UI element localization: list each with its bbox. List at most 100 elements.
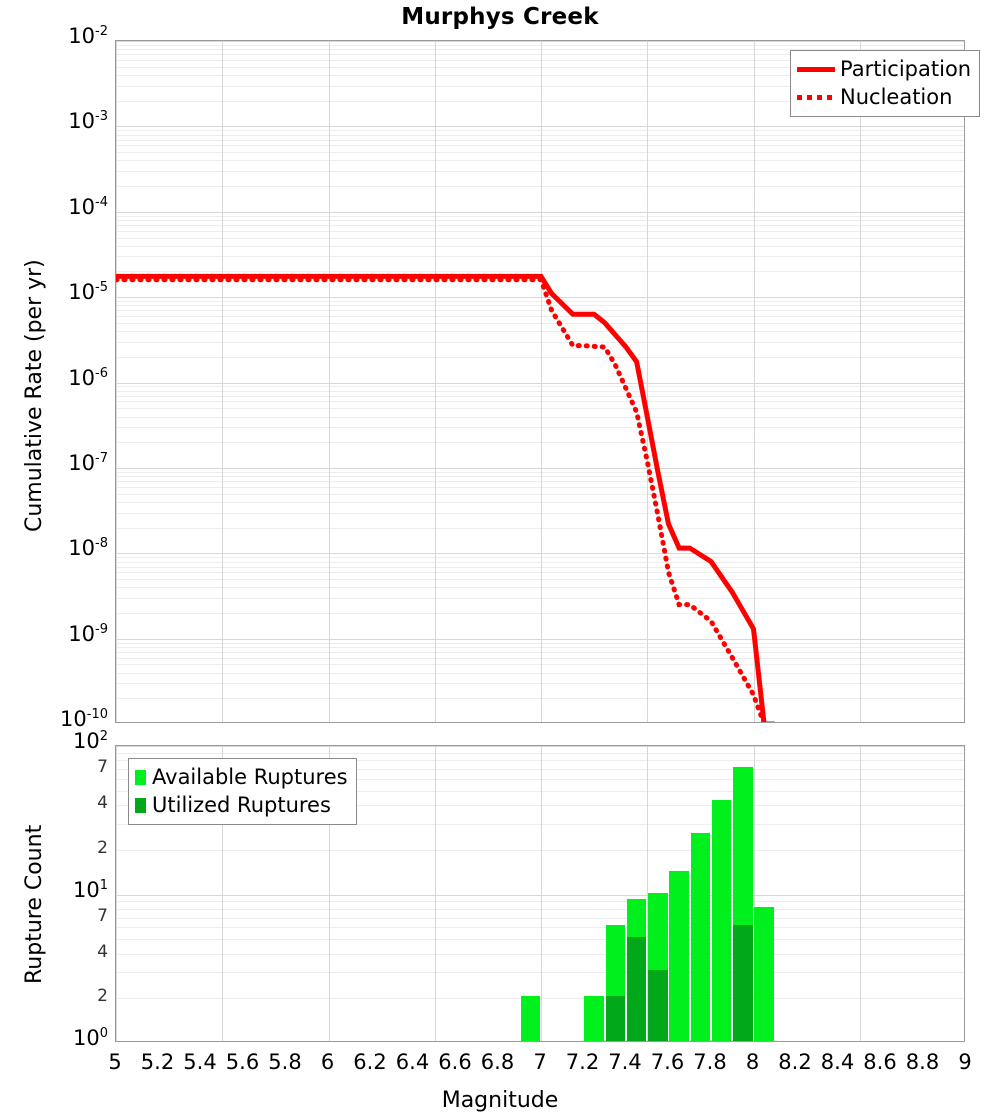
bottom-y-tick-1: 101 bbox=[72, 877, 108, 902]
gridline-major-h bbox=[116, 746, 964, 747]
gridline-minor-h bbox=[116, 310, 964, 312]
gridline-minor-h bbox=[116, 171, 964, 172]
gridline-minor-h bbox=[116, 651, 964, 653]
gridline-minor-h bbox=[116, 683, 964, 685]
gridline-minor-h bbox=[116, 612, 964, 614]
gridline-minor-h bbox=[116, 152, 964, 154]
gridline-major-h bbox=[116, 553, 964, 555]
gridline-minor-h bbox=[116, 237, 964, 239]
gridline-major-h bbox=[116, 297, 964, 299]
bottom-y-minor-tick-4: 4 bbox=[97, 941, 108, 962]
gridline-minor-h bbox=[116, 390, 964, 392]
x-tick-8.2: 8.2 bbox=[778, 1050, 812, 1074]
bar-available-ruptures bbox=[520, 996, 541, 1041]
bottom-y-minor-tick-2: 2 bbox=[97, 837, 108, 858]
bar-available-ruptures bbox=[690, 833, 711, 1041]
gridline-minor-h bbox=[116, 85, 964, 87]
bar-utilized-ruptures bbox=[733, 925, 753, 1041]
gridline-minor-h bbox=[116, 927, 964, 929]
x-tick-8.6: 8.6 bbox=[863, 1050, 897, 1074]
gridline-minor-h bbox=[116, 301, 964, 302]
gridline-minor-h bbox=[116, 481, 964, 483]
gridline-minor-h bbox=[116, 572, 964, 574]
gridline-minor-h bbox=[116, 597, 964, 599]
series-nucleation bbox=[116, 277, 777, 722]
gridline-minor-h bbox=[116, 823, 964, 825]
bottom-y-tick-2: 102 bbox=[72, 729, 108, 753]
gridline-minor-h bbox=[116, 160, 964, 162]
x-axis-label: Magnitude bbox=[441, 1088, 559, 1113]
gridline-major-v bbox=[222, 746, 224, 1041]
gridline-minor-h bbox=[116, 100, 964, 102]
gridline-minor-h bbox=[116, 476, 964, 478]
gridline-major-v bbox=[222, 41, 224, 722]
gridline-minor-h bbox=[116, 186, 964, 187]
gridline-major-v bbox=[116, 41, 117, 722]
top-y-tick--8: 10-8 bbox=[68, 536, 108, 561]
x-tick-7.6: 7.6 bbox=[650, 1050, 685, 1074]
gridline-minor-h bbox=[116, 145, 964, 147]
gridline-minor-h bbox=[116, 953, 964, 955]
gridline-minor-h bbox=[116, 271, 964, 273]
gridline-minor-h bbox=[116, 416, 964, 418]
available-ruptures-swatch-icon bbox=[135, 769, 146, 785]
gridline-minor-h bbox=[116, 75, 964, 76]
bottom-y-minor-tick-2: 2 bbox=[97, 986, 108, 1007]
x-tick-6.2: 6.2 bbox=[353, 1050, 387, 1074]
gridline-minor-h bbox=[116, 908, 964, 910]
gridline-major-v bbox=[753, 41, 755, 722]
bottom-y-minor-tick-4: 4 bbox=[97, 793, 108, 814]
x-tick-6: 6 bbox=[320, 1050, 335, 1074]
gridline-minor-h bbox=[116, 752, 964, 754]
bar-utilized-ruptures bbox=[605, 996, 626, 1041]
gridline-minor-h bbox=[116, 561, 964, 563]
gridline-major-h bbox=[116, 894, 964, 896]
top-y-tick--4: 10-4 bbox=[68, 194, 108, 219]
gridline-minor-h bbox=[116, 917, 964, 919]
gridline-minor-h bbox=[116, 646, 964, 648]
gridline-major-v bbox=[434, 41, 436, 722]
gridline-major-h bbox=[116, 41, 964, 42]
gridline-minor-h bbox=[116, 790, 964, 792]
gridline-major-v bbox=[328, 746, 330, 1041]
gridline-minor-h bbox=[116, 427, 964, 429]
x-tick-8.8: 8.8 bbox=[905, 1050, 940, 1074]
gridline-minor-h bbox=[116, 557, 964, 559]
gridline-minor-h bbox=[116, 587, 964, 589]
gridline-minor-h bbox=[116, 471, 964, 473]
gridline-minor-h bbox=[116, 245, 964, 247]
legend-label-participation: Participation bbox=[840, 56, 972, 81]
legend-item-nucleation: Nucleation bbox=[797, 83, 971, 111]
top-y-tick--3: 10-3 bbox=[68, 109, 108, 134]
gridline-minor-h bbox=[116, 66, 964, 68]
gridline-minor-h bbox=[116, 331, 964, 333]
gridline-minor-h bbox=[116, 305, 964, 307]
gridline-major-v bbox=[328, 41, 330, 722]
top-y-tick--10: 10-10 bbox=[60, 707, 108, 731]
gridline-minor-h bbox=[116, 395, 964, 397]
bar-utilized-ruptures bbox=[648, 970, 668, 1041]
x-tick-8: 8 bbox=[745, 1050, 760, 1074]
gridline-minor-h bbox=[116, 566, 964, 568]
top-legend: Participation Nucleation bbox=[790, 50, 981, 117]
gridline-minor-h bbox=[116, 341, 964, 343]
gridline-minor-h bbox=[116, 59, 964, 61]
solid-line-icon bbox=[797, 66, 835, 72]
gridline-minor-h bbox=[116, 408, 964, 410]
x-tick-5.2: 5.2 bbox=[140, 1050, 175, 1074]
gridline-minor-h bbox=[116, 512, 964, 514]
gridline-minor-h bbox=[116, 501, 964, 503]
legend-label-nucleation: Nucleation bbox=[840, 84, 953, 109]
gridline-minor-h bbox=[116, 486, 964, 488]
bottom-y-tick-0: 100 bbox=[72, 1026, 108, 1050]
gridline-major-h bbox=[116, 467, 964, 469]
gridline-major-v bbox=[753, 746, 755, 1041]
gridline-minor-h bbox=[116, 256, 964, 258]
top-y-tick--2: 10-2 bbox=[68, 24, 108, 48]
gridline-major-v bbox=[859, 746, 861, 1041]
gridline-major-v bbox=[541, 41, 542, 722]
gridline-minor-h bbox=[116, 225, 964, 226]
x-tick-6.4: 6.4 bbox=[395, 1050, 430, 1074]
top-y-tick--5: 10-5 bbox=[68, 280, 108, 305]
top-y-tick--9: 10-9 bbox=[68, 621, 108, 646]
